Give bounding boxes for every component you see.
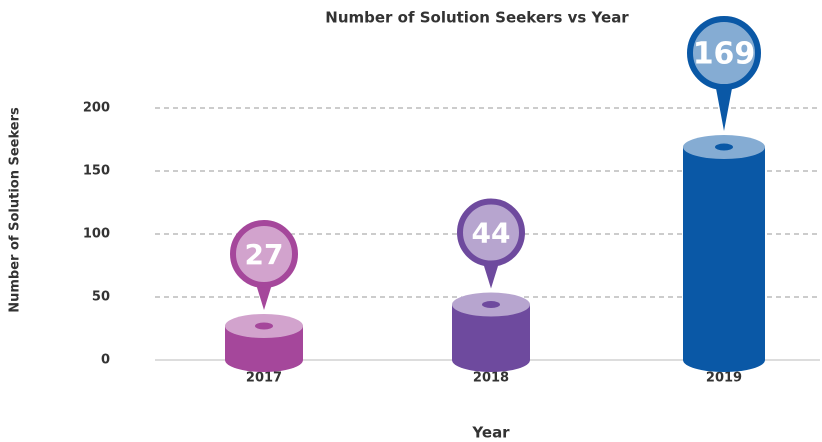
cylinder-hole (482, 301, 500, 309)
pin-pointer (715, 83, 733, 132)
y-axis-title: Number of Solution Seekers (8, 107, 23, 313)
x-tick-label: 2018 (473, 371, 509, 386)
pin-bubble (457, 198, 525, 267)
x-axis-title: Year (471, 424, 510, 442)
pin-bubble (687, 16, 761, 91)
cylinder-hole (255, 322, 273, 330)
y-tick-label: 50 (92, 290, 110, 305)
chart-title: Number of Solution Seekers vs Year (325, 9, 629, 27)
cylinder-hole (715, 143, 733, 151)
pin-bubble (230, 219, 298, 288)
pin-pointer (255, 280, 273, 310)
bar (683, 147, 765, 360)
y-tick-label: 100 (83, 227, 110, 242)
y-tick-label: 200 (83, 101, 110, 116)
y-tick-label: 0 (101, 353, 110, 368)
y-tick-label: 150 (83, 164, 110, 179)
value-label: 27 (245, 238, 284, 271)
value-label: 44 (472, 217, 511, 250)
value-label: 169 (693, 37, 756, 72)
x-tick-label: 2017 (246, 371, 282, 386)
pin-pointer (482, 259, 500, 289)
x-tick-label: 2019 (706, 371, 742, 386)
